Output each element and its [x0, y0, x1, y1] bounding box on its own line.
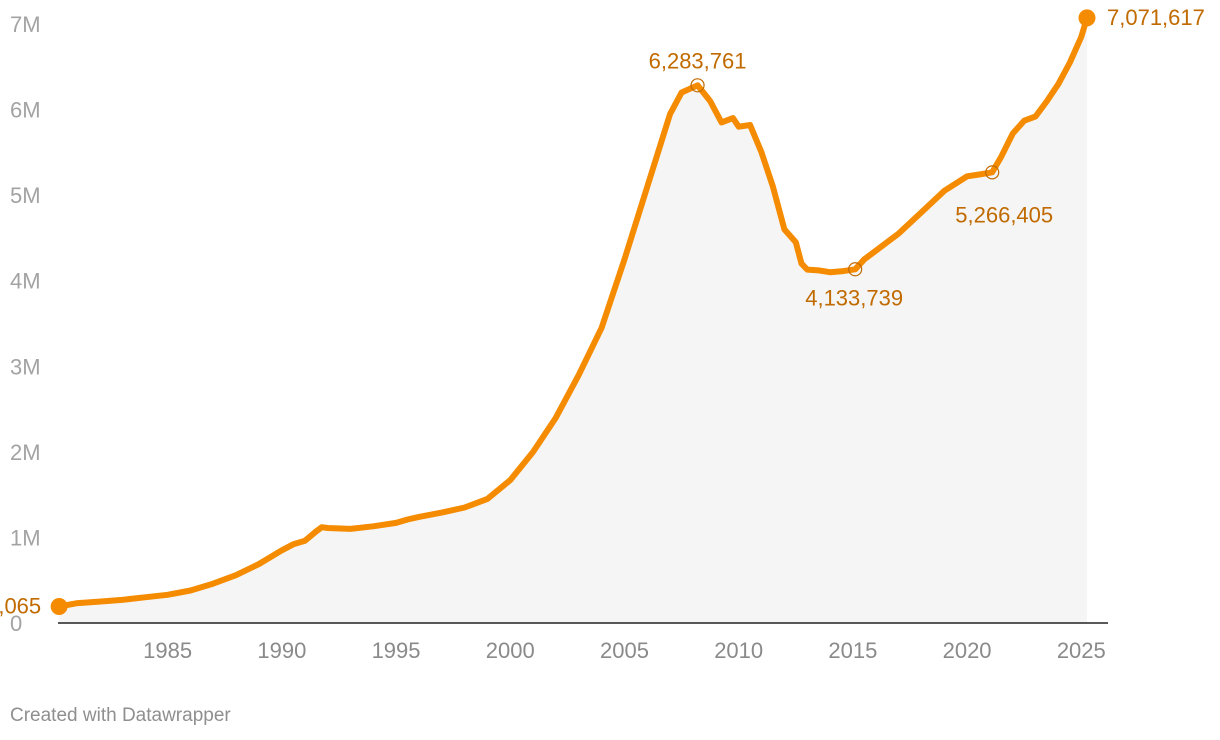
annotation-circle: [848, 262, 863, 277]
x-tick-label: 2000: [486, 638, 535, 663]
y-tick-label: 2M: [10, 440, 41, 465]
x-tick-label: 1990: [257, 638, 306, 663]
x-tick-label: 2005: [600, 638, 649, 663]
y-tick-label: 0: [10, 611, 22, 636]
annotation-label: 6,283,761: [649, 48, 747, 73]
data-point-marker: [1078, 9, 1096, 27]
series-line: [56, 14, 1090, 610]
data-point-marker: [50, 597, 68, 615]
annotation-label: 5,266,405: [955, 202, 1053, 227]
y-tick-label: 4M: [10, 269, 41, 294]
x-tick-label: 2020: [943, 638, 992, 663]
x-tick-label: 1985: [143, 638, 192, 663]
annotation-label: 7,071,617: [1107, 5, 1205, 30]
x-tick-label: 2015: [828, 638, 877, 663]
y-tick-label: 7M: [10, 12, 41, 37]
annotation-circle: [985, 165, 1000, 180]
annotation-circle: [690, 78, 705, 93]
x-tick-label: 2025: [1057, 638, 1106, 663]
line-chart: 0 1M 2M 3M 4M 5M 6M 7M 1985 1990 1995 2000 2005 2010 2…: [0, 5, 1205, 663]
y-tick-label: 3M: [10, 354, 41, 379]
y-tick-label: 6M: [10, 98, 41, 123]
y-tick-label: 1M: [10, 525, 41, 550]
area-fill: [59, 17, 1088, 623]
annotation-label: 193,065: [0, 593, 41, 618]
y-tick-label: 5M: [10, 183, 41, 208]
x-tick-label: 2010: [714, 638, 763, 663]
annotation-label: 4,133,739: [805, 285, 903, 310]
credit-text: Created with Datawrapper: [10, 705, 231, 726]
x-tick-label: 1995: [372, 638, 421, 663]
